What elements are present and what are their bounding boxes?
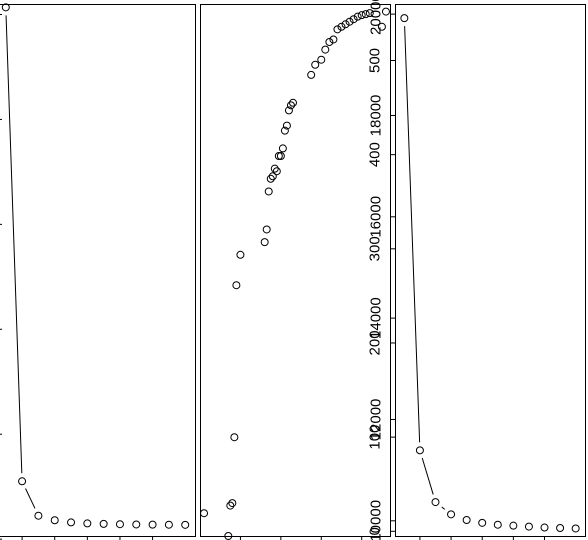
middle-y-tick-label: 18000: [368, 95, 385, 137]
right-data-point: [432, 499, 439, 506]
middle-data-point: [342, 21, 349, 28]
left-data-point: [149, 521, 156, 528]
left-data-point: [100, 520, 107, 527]
left-panel-frame: [0, 5, 196, 537]
right-y-tick-label: 400: [367, 142, 384, 167]
left-data-point: [116, 521, 123, 528]
right-data-point: [463, 516, 470, 523]
middle-data-point: [334, 26, 341, 33]
right-data-point: [416, 447, 423, 454]
right-series-segment: [405, 26, 420, 442]
left-data-point: [182, 521, 189, 528]
middle-data-point: [330, 36, 337, 43]
middle-data-point: [322, 46, 329, 53]
middle-data-point: [350, 16, 357, 23]
middle-data-point: [233, 282, 240, 289]
middle-data-point: [308, 71, 315, 78]
right-data-point: [401, 15, 408, 22]
right-y-tick-label: 300: [367, 236, 384, 261]
middle-panel-frame: [201, 5, 391, 537]
right-data-point: [572, 525, 579, 532]
middle-y-tick-label: 20000: [368, 0, 385, 35]
middle-data-point: [231, 434, 238, 441]
left-data-point: [51, 517, 58, 524]
right-data-point: [494, 521, 501, 528]
left-data-point: [68, 519, 75, 526]
left-data-point: [165, 521, 172, 528]
right-y-tick-label: 100: [367, 425, 384, 450]
right-y-tick-label: 0: [367, 527, 384, 535]
middle-data-point: [354, 13, 361, 20]
left-data-point: [133, 521, 140, 528]
left-series-segment: [26, 489, 35, 509]
middle-data-point: [326, 39, 333, 46]
middle-data-point: [263, 226, 270, 233]
right-data-point: [541, 524, 548, 531]
left-data-point: [35, 512, 42, 519]
right-panel: 0 100 200 300 400 500: [367, 5, 586, 540]
middle-data-point: [261, 239, 268, 246]
left-series-segment: [6, 15, 22, 473]
middle-y-tick-label: 16000: [368, 196, 385, 238]
right-series-segment: [442, 507, 445, 509]
right-data-point: [510, 522, 517, 529]
left-data-point: [84, 520, 91, 527]
right-data-point: [479, 519, 486, 526]
middle-data-point: [279, 145, 286, 152]
right-data-point: [557, 524, 564, 531]
middle-data-point: [201, 510, 208, 517]
middle-data-point: [318, 56, 325, 63]
middle-data-point: [338, 23, 345, 30]
middle-data-point: [312, 61, 319, 68]
middle-data-point: [265, 188, 272, 195]
middle-data-point: [237, 251, 244, 258]
right-series-segment: [422, 458, 433, 494]
right-panel-frame: [396, 5, 586, 537]
right-y-tick-label: 500: [367, 48, 384, 73]
right-y-tick-label: 200: [367, 330, 384, 355]
middle-data-point: [346, 18, 353, 25]
left-data-point: [19, 478, 26, 485]
right-data-point: [525, 523, 532, 530]
right-data-point: [448, 511, 455, 518]
left-panel: [0, 4, 196, 540]
